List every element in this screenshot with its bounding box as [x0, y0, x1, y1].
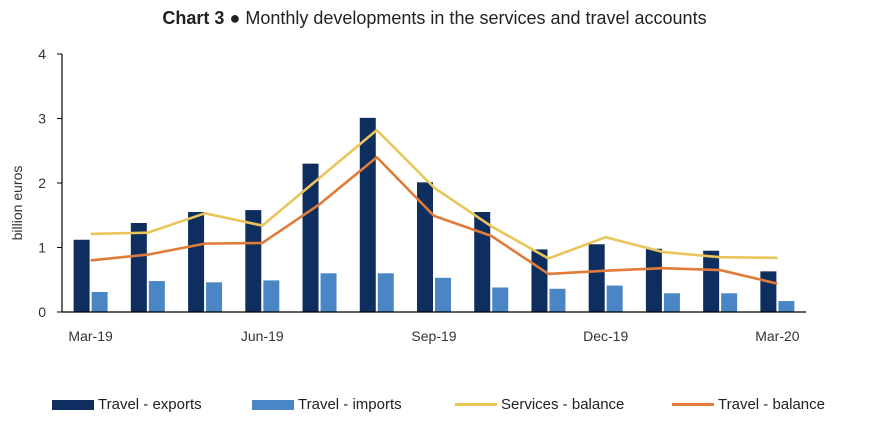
legend-label-travel-balance: Travel - balance [718, 396, 825, 413]
legend-swatch-services-balance [455, 403, 497, 406]
chart-title-text: Monthly developments in the services and… [245, 8, 707, 28]
bar-travel-imports [492, 287, 509, 312]
x-tick-label: Dec-19 [583, 328, 628, 344]
bar-travel-exports [474, 212, 491, 312]
legend-label-travel-exports: Travel - exports [98, 396, 202, 413]
legend-item-services-balance: Services - balance [455, 396, 624, 413]
legend-item-travel-imports: Travel - imports [252, 396, 402, 413]
bar-travel-exports [188, 212, 205, 312]
bar-travel-imports [206, 282, 223, 312]
line-travel-balance [90, 155, 778, 285]
bar-travel-exports [703, 250, 720, 312]
line-services-balance [90, 128, 778, 260]
bar-travel-imports [91, 292, 108, 312]
bar-travel-imports [549, 288, 566, 312]
x-tick-label: Mar-19 [68, 328, 113, 344]
bar-travel-exports [73, 239, 90, 312]
x-tick-label: Sep-19 [411, 328, 456, 344]
y-tick-label: 0 [38, 304, 46, 320]
bar-travel-exports [302, 163, 319, 312]
legend-swatch-travel-exports [52, 399, 94, 410]
legend-label-services-balance: Services - balance [501, 396, 625, 413]
bar-travel-imports [721, 293, 738, 312]
legend-label-travel-imports: Travel - imports [298, 396, 402, 413]
bar-travel-imports [377, 273, 394, 312]
y-tick-label: 4 [38, 46, 46, 62]
bar-travel-imports [263, 280, 280, 312]
bar-travel-imports [320, 273, 337, 312]
bar-travel-exports [531, 249, 548, 312]
y-tick-label: 1 [38, 240, 46, 256]
bar-travel-exports [760, 271, 777, 312]
legend-swatch-travel-imports [252, 399, 294, 410]
x-tick-label: Mar-20 [755, 328, 800, 344]
legend-item-travel-balance: Travel - balance [672, 396, 825, 413]
chart-title-bullet: ● [229, 8, 241, 28]
bar-travel-exports [588, 244, 605, 312]
chart-title: Chart 3 ● Monthly developments in the se… [0, 8, 869, 29]
bar-travel-exports [130, 222, 147, 312]
x-tick-label: Jun-19 [241, 328, 284, 344]
bar-travel-imports [435, 277, 451, 312]
bar-travel-exports [359, 117, 376, 312]
chart-title-prefix: Chart 3 [162, 8, 225, 28]
bar-travel-exports [417, 182, 433, 312]
y-tick-label: 3 [38, 111, 46, 127]
legend-swatch-travel-balance [672, 403, 714, 406]
bar-travel-exports [645, 248, 662, 312]
bar-travel-exports [245, 210, 262, 312]
bar-travel-imports [663, 293, 680, 312]
legend-item-travel-exports: Travel - exports [52, 396, 202, 413]
bar-travel-imports [778, 301, 795, 312]
y-tick-label: 2 [38, 175, 46, 191]
bar-travel-imports [148, 281, 165, 312]
bar-travel-imports [606, 285, 623, 312]
